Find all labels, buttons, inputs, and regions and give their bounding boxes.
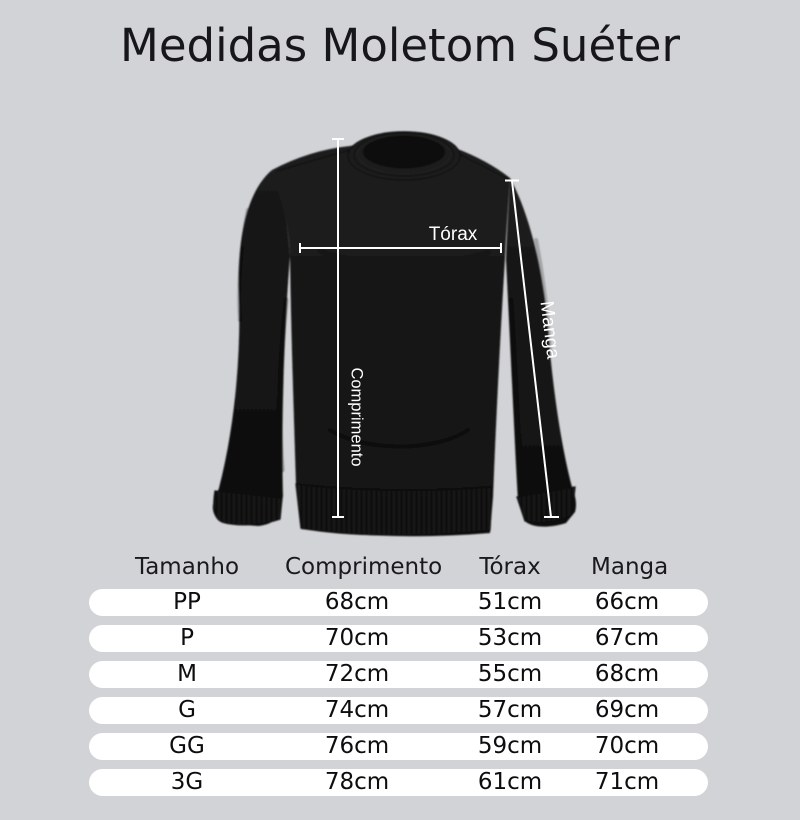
table-header: Tamanho Comprimento Tórax Manga bbox=[89, 552, 708, 582]
cell-torax: 59cm bbox=[477, 733, 543, 759]
cell-torax: 51cm bbox=[477, 589, 543, 615]
cell-comprimento: 78cm bbox=[324, 769, 390, 795]
cell-size: G bbox=[178, 697, 196, 723]
left-cuff bbox=[213, 490, 283, 526]
right-sleeve bbox=[506, 178, 576, 527]
collar bbox=[347, 131, 461, 181]
cell-manga: 68cm bbox=[594, 661, 660, 687]
measurement-lines bbox=[299, 138, 559, 518]
comprimento-line bbox=[332, 138, 344, 518]
torax-line bbox=[299, 243, 502, 253]
table-row-pp: PP 68cm 51cm 66cm bbox=[89, 589, 708, 616]
sweatshirt-illustration bbox=[212, 131, 576, 537]
cell-torax: 55cm bbox=[477, 661, 543, 687]
cell-manga: 70cm bbox=[594, 733, 660, 759]
cell-comprimento: 70cm bbox=[324, 625, 390, 651]
table-row-m: M 72cm 55cm 68cm bbox=[89, 661, 708, 688]
cell-manga: 69cm bbox=[594, 697, 660, 723]
table-row-p: P 70cm 53cm 67cm bbox=[89, 625, 708, 652]
cell-size: 3G bbox=[170, 769, 204, 795]
cell-size: M bbox=[177, 661, 197, 687]
fabric-shading bbox=[237, 208, 552, 475]
cell-comprimento: 74cm bbox=[324, 697, 390, 723]
table-row-g: G 74cm 57cm 69cm bbox=[89, 697, 708, 724]
right-cuff bbox=[516, 486, 576, 524]
table-row-3g: 3G 78cm 61cm 71cm bbox=[89, 769, 708, 796]
table-row-gg: GG 76cm 59cm 70cm bbox=[89, 733, 708, 760]
body-panel bbox=[272, 142, 510, 537]
manga-line bbox=[505, 179, 559, 518]
header-cell-comprimento: Comprimento bbox=[285, 554, 443, 580]
torax-label: Tórax bbox=[429, 224, 478, 245]
shoulder-seam-right bbox=[454, 151, 509, 180]
page-title: Medidas Moletom Suéter bbox=[120, 19, 680, 72]
cell-torax: 57cm bbox=[477, 697, 543, 723]
cell-torax: 53cm bbox=[477, 625, 543, 651]
comprimento-label: Comprimento bbox=[348, 367, 366, 466]
cell-comprimento: 68cm bbox=[324, 589, 390, 615]
cell-manga: 67cm bbox=[594, 625, 660, 651]
header-cell-tamanho: Tamanho bbox=[134, 554, 240, 580]
header-cell-manga: Manga bbox=[591, 554, 669, 580]
cell-size: GG bbox=[169, 733, 205, 759]
cell-size: PP bbox=[173, 589, 201, 615]
header-cell-torax: Tórax bbox=[479, 554, 541, 580]
left-sleeve bbox=[212, 170, 290, 526]
cell-manga: 71cm bbox=[594, 769, 660, 795]
cell-size: P bbox=[180, 625, 194, 651]
shoulder-seam-left bbox=[276, 148, 354, 172]
cell-comprimento: 72cm bbox=[324, 661, 390, 687]
cell-manga: 66cm bbox=[594, 589, 660, 615]
cell-comprimento: 76cm bbox=[324, 733, 390, 759]
cell-torax: 61cm bbox=[477, 769, 543, 795]
hem-band bbox=[295, 483, 493, 536]
